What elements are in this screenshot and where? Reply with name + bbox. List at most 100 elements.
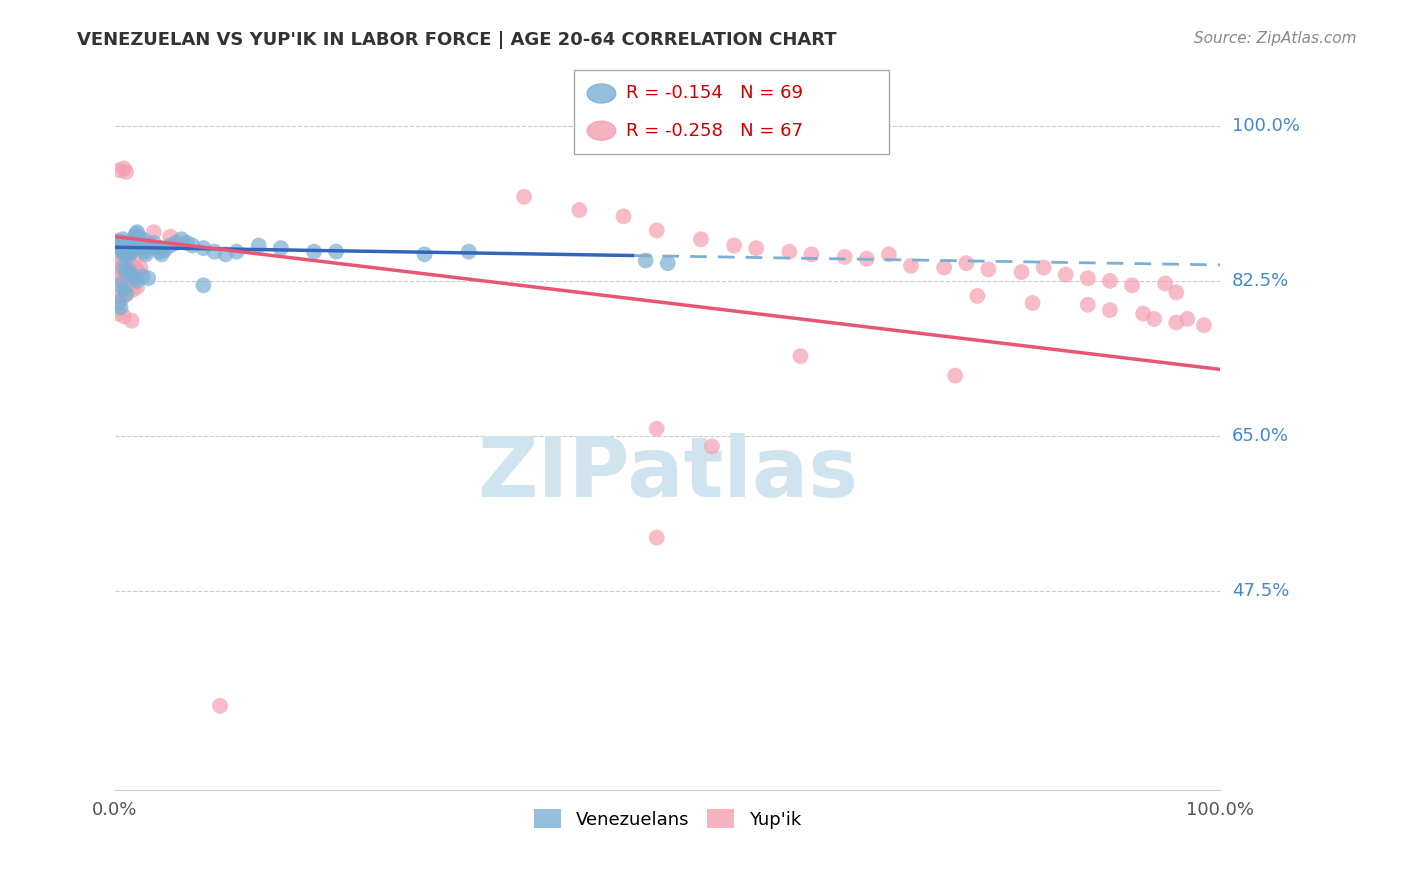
Point — [955, 256, 977, 270]
Point — [966, 289, 988, 303]
Point — [1098, 303, 1121, 318]
Point — [131, 269, 153, 284]
Point — [117, 241, 139, 255]
Text: 100.0%: 100.0% — [1232, 117, 1299, 135]
Point — [181, 238, 204, 252]
FancyBboxPatch shape — [574, 70, 889, 154]
Point — [877, 247, 900, 261]
Point — [120, 243, 142, 257]
Point — [645, 422, 668, 436]
Point — [115, 287, 138, 301]
Point — [513, 190, 536, 204]
Point — [131, 235, 153, 250]
Point — [302, 244, 325, 259]
Point — [1077, 298, 1099, 312]
Point — [127, 274, 149, 288]
Point — [110, 278, 132, 293]
Point — [125, 262, 148, 277]
Point — [127, 265, 149, 279]
Circle shape — [588, 84, 616, 103]
Point — [1132, 307, 1154, 321]
Legend: Venezuelans, Yup'ik: Venezuelans, Yup'ik — [527, 802, 808, 836]
Point — [214, 247, 236, 261]
Text: ZIPatlas: ZIPatlas — [477, 434, 858, 515]
Text: R = -0.154   N = 69: R = -0.154 N = 69 — [626, 85, 803, 103]
Point — [107, 307, 129, 321]
Point — [159, 238, 181, 252]
Point — [789, 349, 811, 363]
Point — [108, 289, 131, 303]
Point — [121, 259, 143, 273]
Point — [136, 241, 159, 255]
Point — [131, 232, 153, 246]
Point — [118, 256, 141, 270]
Point — [1143, 312, 1166, 326]
Point — [139, 238, 162, 252]
Point — [657, 256, 679, 270]
Text: Source: ZipAtlas.com: Source: ZipAtlas.com — [1194, 31, 1357, 46]
Point — [112, 271, 135, 285]
Point — [153, 243, 176, 257]
Point — [127, 280, 149, 294]
Point — [834, 250, 856, 264]
Point — [943, 368, 966, 383]
Point — [111, 244, 134, 259]
Point — [121, 283, 143, 297]
Point — [977, 262, 1000, 277]
Point — [1021, 296, 1043, 310]
Point — [111, 274, 134, 288]
Point — [645, 531, 668, 545]
Point — [115, 247, 138, 261]
Point — [150, 247, 173, 261]
Point — [170, 232, 193, 246]
Point — [142, 225, 165, 239]
Point — [159, 229, 181, 244]
Point — [115, 287, 138, 301]
Point — [121, 244, 143, 259]
Text: 47.5%: 47.5% — [1232, 582, 1289, 599]
Point — [1192, 318, 1215, 333]
Point — [142, 235, 165, 250]
Point — [114, 253, 136, 268]
Point — [225, 244, 247, 259]
Point — [1054, 268, 1077, 282]
Point — [1121, 278, 1143, 293]
Point — [122, 253, 145, 268]
Point — [745, 241, 768, 255]
Text: 82.5%: 82.5% — [1232, 272, 1289, 290]
Point — [124, 229, 146, 244]
Point — [115, 244, 138, 259]
Point — [700, 439, 723, 453]
Point — [118, 238, 141, 252]
Point — [413, 247, 436, 261]
Point — [121, 268, 143, 282]
Point — [117, 278, 139, 293]
Point — [778, 244, 800, 259]
Point — [132, 241, 155, 255]
Point — [932, 260, 955, 275]
Circle shape — [588, 121, 616, 140]
Point — [112, 260, 135, 275]
Point — [208, 698, 231, 713]
Point — [134, 244, 156, 259]
Point — [325, 244, 347, 259]
Point — [112, 235, 135, 250]
Point — [111, 252, 134, 266]
Point — [107, 234, 129, 248]
Point — [247, 238, 270, 252]
Point — [121, 241, 143, 255]
Point — [111, 262, 134, 277]
Text: 65.0%: 65.0% — [1232, 426, 1289, 445]
Point — [108, 238, 131, 252]
Point — [146, 241, 169, 255]
Point — [111, 243, 134, 257]
Point — [1154, 277, 1177, 291]
Point — [117, 262, 139, 277]
Point — [1077, 271, 1099, 285]
Point — [723, 238, 745, 252]
Point — [176, 235, 198, 250]
Point — [129, 238, 152, 252]
Point — [108, 269, 131, 284]
Point — [855, 252, 877, 266]
Point — [457, 244, 479, 259]
